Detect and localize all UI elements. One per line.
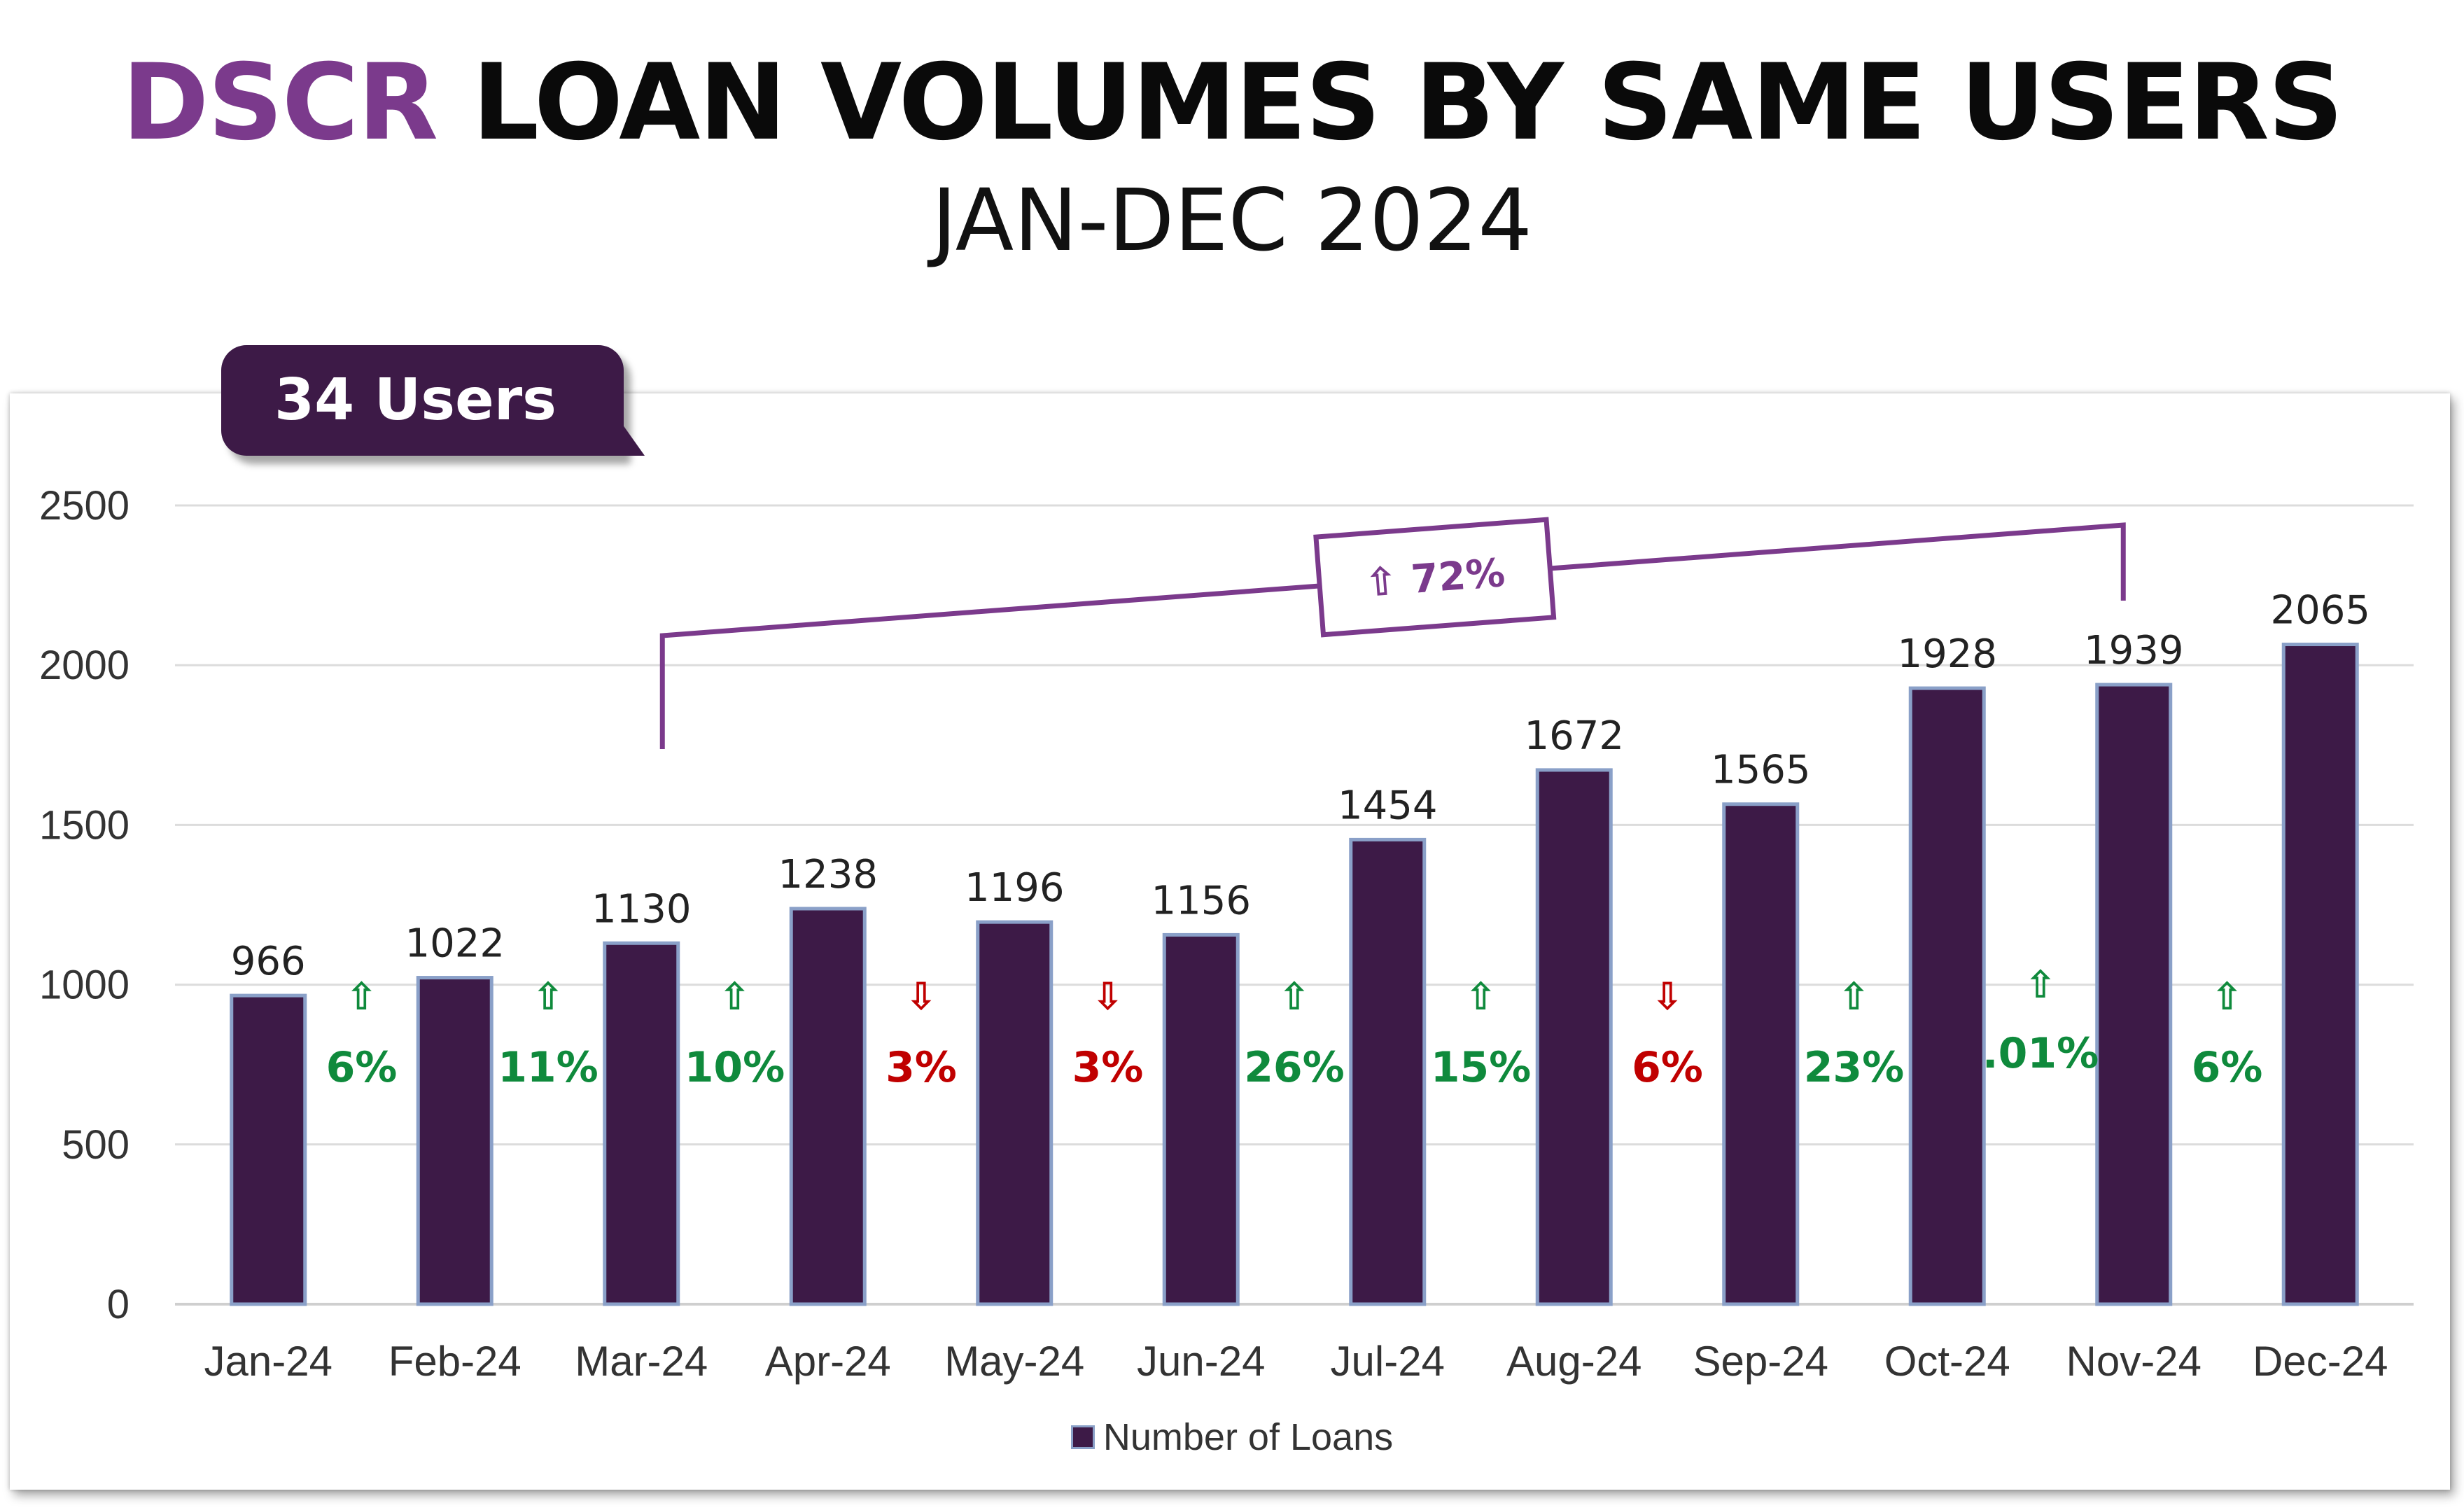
bar-value-label: 1928 [1897, 631, 1997, 677]
bar-value-label: 1238 [778, 852, 878, 897]
x-tick-label: Mar-24 [575, 1338, 708, 1385]
x-tick-label: Jan-24 [204, 1338, 332, 1385]
up-arrow-icon: ⇧ [532, 974, 564, 1019]
x-tick-label: Feb-24 [388, 1338, 522, 1385]
chart-title: DSCR LOAN VOLUMES BY SAME USERS [0, 36, 2464, 169]
bar [416, 976, 493, 1306]
chart-subtitle: JAN-DEC 2024 [931, 171, 1533, 270]
overall-change-label: ⇧ 72% [1363, 550, 1506, 606]
up-arrow-icon: ⇧ [2024, 963, 2056, 1007]
bar-value-label: 1156 [1151, 878, 1251, 923]
bar [603, 941, 680, 1306]
x-tick-label: May-24 [944, 1338, 1084, 1385]
bar [2281, 643, 2359, 1306]
change-label: 10% [685, 1043, 785, 1092]
x-tick-label: Apr-24 [765, 1338, 891, 1385]
up-arrow-icon: ⇧ [2211, 974, 2243, 1019]
y-tick-label: 1000 [39, 963, 130, 1008]
x-tick-label: Jul-24 [1331, 1338, 1445, 1385]
change-label: 6% [1632, 1043, 1703, 1092]
bar [1349, 837, 1427, 1306]
bar [1722, 802, 1800, 1306]
bar-value-label: 1565 [1711, 748, 1811, 793]
bar-value-label: 1196 [965, 865, 1065, 911]
up-arrow-icon: ⇧ [1278, 974, 1310, 1019]
title-rest: LOAN VOLUMES BY SAME USERS [472, 42, 2343, 164]
bar [1535, 768, 1613, 1306]
up-arrow-icon: ⇧ [346, 974, 377, 1019]
overall-change-callout: ⇧ 72% [1313, 517, 1557, 638]
change-label: 23% [1804, 1043, 1905, 1092]
bar [976, 920, 1054, 1306]
down-arrow-icon: ⇩ [1651, 974, 1683, 1019]
overall-change-box [1313, 517, 1557, 638]
users-badge-label: 34 Users [274, 367, 556, 433]
y-tick-label: 0 [107, 1282, 130, 1327]
bar [230, 993, 307, 1306]
up-arrow-icon: ⇧ [1838, 974, 1870, 1019]
bar-value-label: 1130 [592, 886, 692, 932]
change-label: 15% [1431, 1043, 1532, 1092]
up-arrow-icon: ⇧ [719, 974, 750, 1019]
y-tick-label: 2000 [39, 643, 130, 688]
change-label: 3% [1072, 1043, 1144, 1092]
users-badge [221, 345, 645, 456]
change-label: .01% [1982, 1029, 2099, 1078]
x-tick-label: Sep-24 [1693, 1338, 1828, 1385]
legend-label: Number of Loans [1102, 1416, 1394, 1458]
x-tick-label: Dec-24 [2253, 1338, 2388, 1385]
down-arrow-icon: ⇩ [1092, 974, 1124, 1019]
up-arrow-icon: ⇧ [1465, 974, 1497, 1019]
bar-value-label: 1454 [1338, 783, 1438, 828]
bar-value-label: 1672 [1524, 713, 1624, 759]
legend-swatch [1070, 1425, 1095, 1449]
change-label: 11% [498, 1043, 598, 1092]
down-arrow-icon: ⇩ [905, 974, 937, 1019]
change-label: 26% [1244, 1043, 1345, 1092]
y-tick-label: 500 [62, 1122, 130, 1168]
change-label: 6% [326, 1043, 398, 1092]
bar [1162, 932, 1240, 1306]
title-accent: DSCR [122, 42, 438, 164]
legend: Number of Loans [0, 1415, 2464, 1459]
change-label: 3% [886, 1043, 957, 1092]
x-tick-label: Nov-24 [2066, 1338, 2202, 1385]
x-tick-label: Jun-24 [1137, 1338, 1265, 1385]
bar-value-label: 966 [231, 939, 306, 984]
bar-value-label: 1022 [405, 921, 505, 967]
bar [789, 907, 867, 1306]
bar-value-label: 2065 [2270, 588, 2370, 634]
x-tick-label: Oct-24 [1884, 1338, 2010, 1385]
bar-value-label: 1939 [2084, 628, 2184, 673]
y-tick-label: 2500 [39, 483, 130, 529]
bar [2095, 683, 2173, 1306]
x-tick-label: Aug-24 [1506, 1338, 1642, 1385]
y-tick-label: 1500 [39, 802, 130, 848]
change-label: 6% [2192, 1043, 2263, 1092]
bar [1908, 686, 1986, 1306]
